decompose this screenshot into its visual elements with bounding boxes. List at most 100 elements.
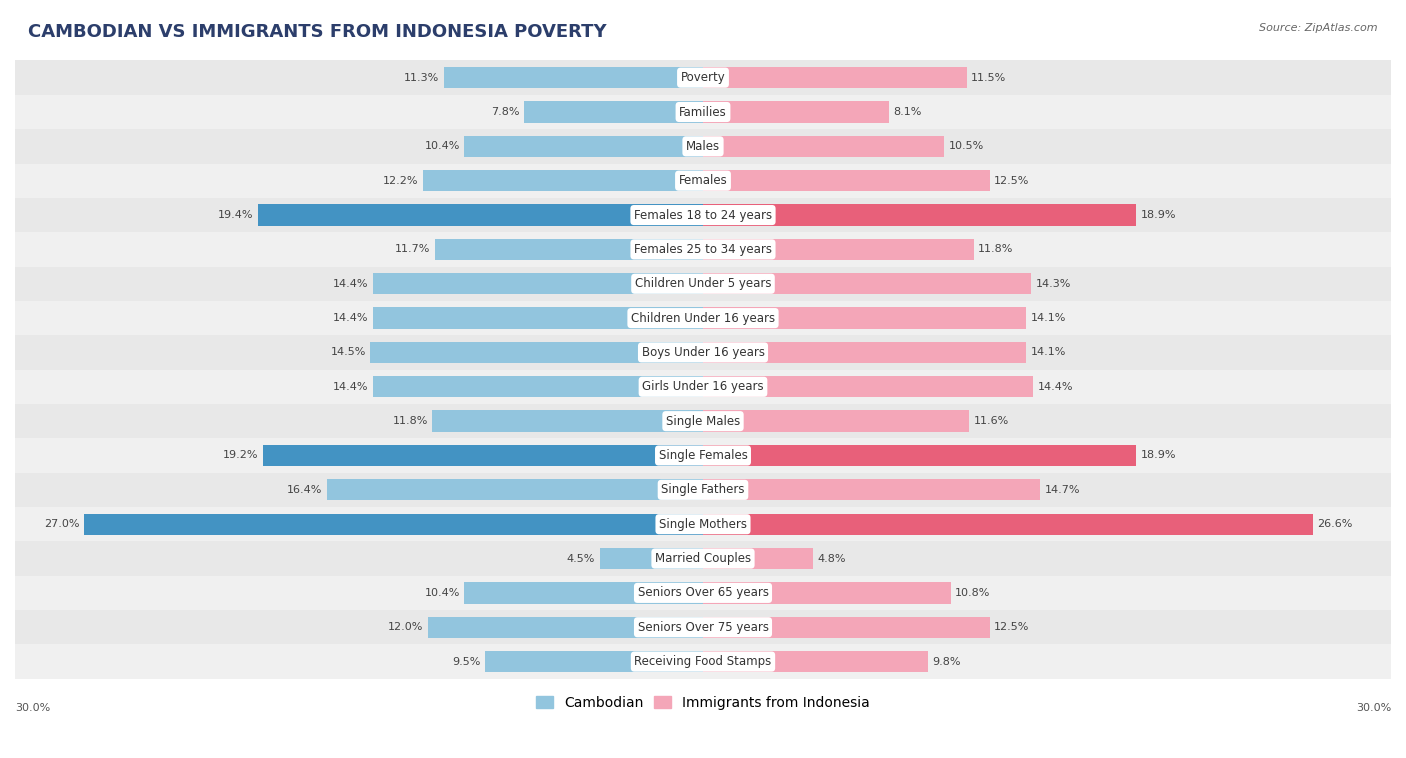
Bar [15,644,1391,678]
Text: 14.4%: 14.4% [1038,382,1073,392]
Bar [15,404,1391,438]
Text: 27.0%: 27.0% [44,519,79,529]
Bar [15,198,1391,232]
Text: Single Females: Single Females [658,449,748,462]
Bar [524,102,703,123]
Text: Boys Under 16 years: Boys Under 16 years [641,346,765,359]
Bar [703,616,990,638]
Text: 18.9%: 18.9% [1142,450,1177,461]
Text: 14.1%: 14.1% [1031,347,1066,358]
Bar [703,514,1313,535]
Text: 30.0%: 30.0% [1355,703,1391,713]
Text: Females 25 to 34 years: Females 25 to 34 years [634,243,772,256]
Bar [703,411,969,432]
Bar [15,473,1391,507]
Text: 14.4%: 14.4% [333,382,368,392]
Bar [15,541,1391,576]
Text: 9.5%: 9.5% [453,656,481,666]
Text: 7.8%: 7.8% [491,107,520,117]
Bar [259,205,703,226]
Bar [703,273,1031,294]
Bar [703,582,950,603]
Bar [15,507,1391,541]
Bar [373,273,703,294]
Bar [703,308,1026,329]
Text: 16.4%: 16.4% [287,485,322,495]
Text: Source: ZipAtlas.com: Source: ZipAtlas.com [1260,23,1378,33]
Text: 4.8%: 4.8% [818,553,846,563]
Bar [326,479,703,500]
Text: 18.9%: 18.9% [1142,210,1177,220]
Bar [703,102,889,123]
Text: Seniors Over 75 years: Seniors Over 75 years [637,621,769,634]
Text: Females 18 to 24 years: Females 18 to 24 years [634,208,772,221]
Bar [15,438,1391,473]
Bar [15,232,1391,267]
Text: 12.5%: 12.5% [994,176,1029,186]
Text: 10.8%: 10.8% [955,588,991,598]
Text: 14.3%: 14.3% [1036,279,1071,289]
Text: Children Under 5 years: Children Under 5 years [634,277,772,290]
Text: 11.3%: 11.3% [404,73,439,83]
Bar [15,61,1391,95]
Text: Females: Females [679,174,727,187]
Text: 14.5%: 14.5% [330,347,366,358]
Bar [703,239,973,260]
Text: 12.5%: 12.5% [994,622,1029,632]
Bar [15,335,1391,370]
Bar [703,479,1040,500]
Bar [703,170,990,191]
Text: 14.4%: 14.4% [333,313,368,323]
Text: Single Males: Single Males [666,415,740,428]
Text: 10.4%: 10.4% [425,141,460,152]
Text: Families: Families [679,105,727,118]
Bar [15,267,1391,301]
Text: Receiving Food Stamps: Receiving Food Stamps [634,655,772,668]
Text: Children Under 16 years: Children Under 16 years [631,312,775,324]
Bar [464,136,703,157]
Text: Married Couples: Married Couples [655,552,751,565]
Text: 30.0%: 30.0% [15,703,51,713]
Bar [15,164,1391,198]
Text: 11.8%: 11.8% [392,416,427,426]
Text: CAMBODIAN VS IMMIGRANTS FROM INDONESIA POVERTY: CAMBODIAN VS IMMIGRANTS FROM INDONESIA P… [28,23,607,41]
Text: 14.1%: 14.1% [1031,313,1066,323]
Text: 11.6%: 11.6% [973,416,1010,426]
Bar [485,651,703,672]
Bar [427,616,703,638]
Bar [703,342,1026,363]
Bar [15,129,1391,164]
Bar [433,411,703,432]
Bar [84,514,703,535]
Bar [703,205,1136,226]
Text: Males: Males [686,140,720,153]
Bar [15,610,1391,644]
Text: 11.8%: 11.8% [979,244,1014,255]
Bar [15,301,1391,335]
Bar [703,548,813,569]
Bar [600,548,703,569]
Text: 8.1%: 8.1% [893,107,922,117]
Text: 10.4%: 10.4% [425,588,460,598]
Bar [373,376,703,397]
Text: Single Mothers: Single Mothers [659,518,747,531]
Text: 9.8%: 9.8% [932,656,960,666]
Bar [373,308,703,329]
Text: Girls Under 16 years: Girls Under 16 years [643,381,763,393]
Text: Single Fathers: Single Fathers [661,484,745,496]
Bar [423,170,703,191]
Text: 19.4%: 19.4% [218,210,253,220]
Text: 14.4%: 14.4% [333,279,368,289]
Bar [703,136,943,157]
Bar [263,445,703,466]
Text: 14.7%: 14.7% [1045,485,1080,495]
Text: 12.0%: 12.0% [388,622,423,632]
Bar [464,582,703,603]
Text: Poverty: Poverty [681,71,725,84]
Bar [370,342,703,363]
Bar [703,376,1033,397]
Text: 19.2%: 19.2% [222,450,259,461]
Text: 26.6%: 26.6% [1317,519,1353,529]
Bar [15,370,1391,404]
Bar [703,651,928,672]
